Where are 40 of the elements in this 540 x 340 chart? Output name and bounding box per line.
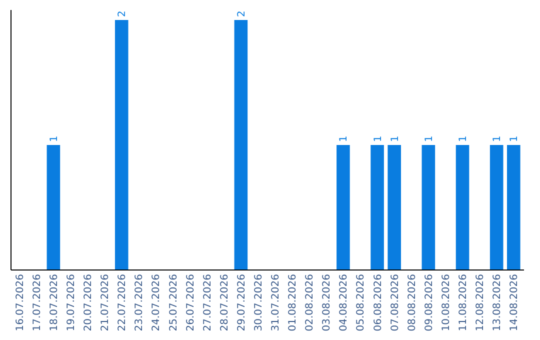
x-tick-label: 28.07.2026 xyxy=(219,274,230,332)
x-tick-label: 21.07.2026 xyxy=(100,274,112,332)
x-tick-label: 06.08.2026 xyxy=(372,274,384,332)
x-tick-label: 03.08.2026 xyxy=(322,274,333,332)
x-tick-label: 04.08.2026 xyxy=(338,274,350,332)
x-tick-label: 17.07.2026 xyxy=(32,274,43,332)
x-tick-label: 27.07.2026 xyxy=(202,274,214,332)
x-tick-label: 11.08.2026 xyxy=(458,274,470,332)
data-label: 1 xyxy=(390,136,401,142)
data-label: 1 xyxy=(424,136,435,142)
data-label: 2 xyxy=(117,10,128,17)
x-tick-label: 16.07.2026 xyxy=(14,274,26,332)
x-tick-label: 23.07.2026 xyxy=(134,274,146,332)
data-label: 1 xyxy=(492,136,504,142)
x-tick-label: 01.08.2026 xyxy=(288,274,299,332)
x-tick-label: 02.08.2026 xyxy=(304,274,316,332)
data-label: 1 xyxy=(509,136,520,142)
x-tick-label: 08.08.2026 xyxy=(406,274,418,332)
x-tick-label: 19.07.2026 xyxy=(66,274,77,332)
x-tick-label: 09.08.2026 xyxy=(424,274,435,332)
x-tick-label: 22.07.2026 xyxy=(117,274,128,332)
data-label: 2 xyxy=(236,10,248,17)
x-tick-label: 26.07.2026 xyxy=(185,274,196,332)
x-tick-label: 14.08.2026 xyxy=(509,274,520,332)
x-tick-label: 29.07.2026 xyxy=(236,274,248,332)
x-tick-label: 30.07.2026 xyxy=(253,274,264,332)
x-tick-label: 10.08.2026 xyxy=(440,274,452,332)
x-tick-label: 12.08.2026 xyxy=(475,274,486,332)
data-label: 1 xyxy=(372,136,384,142)
x-tick-label: 25.07.2026 xyxy=(168,274,180,332)
x-tick-label: 07.08.2026 xyxy=(390,274,401,332)
x-tick-label: 13.08.2026 xyxy=(492,274,504,332)
data-label: 1 xyxy=(338,136,350,142)
data-label: 1 xyxy=(458,136,470,142)
x-tick-label: 24.07.2026 xyxy=(151,274,162,332)
x-tick-label: 05.08.2026 xyxy=(356,274,367,332)
x-tick-label: 18.07.2026 xyxy=(48,274,60,332)
x-tick-label: 20.07.2026 xyxy=(83,274,94,332)
x-tick-label: 31.07.2026 xyxy=(270,274,282,332)
data-label: 1 xyxy=(48,136,60,142)
